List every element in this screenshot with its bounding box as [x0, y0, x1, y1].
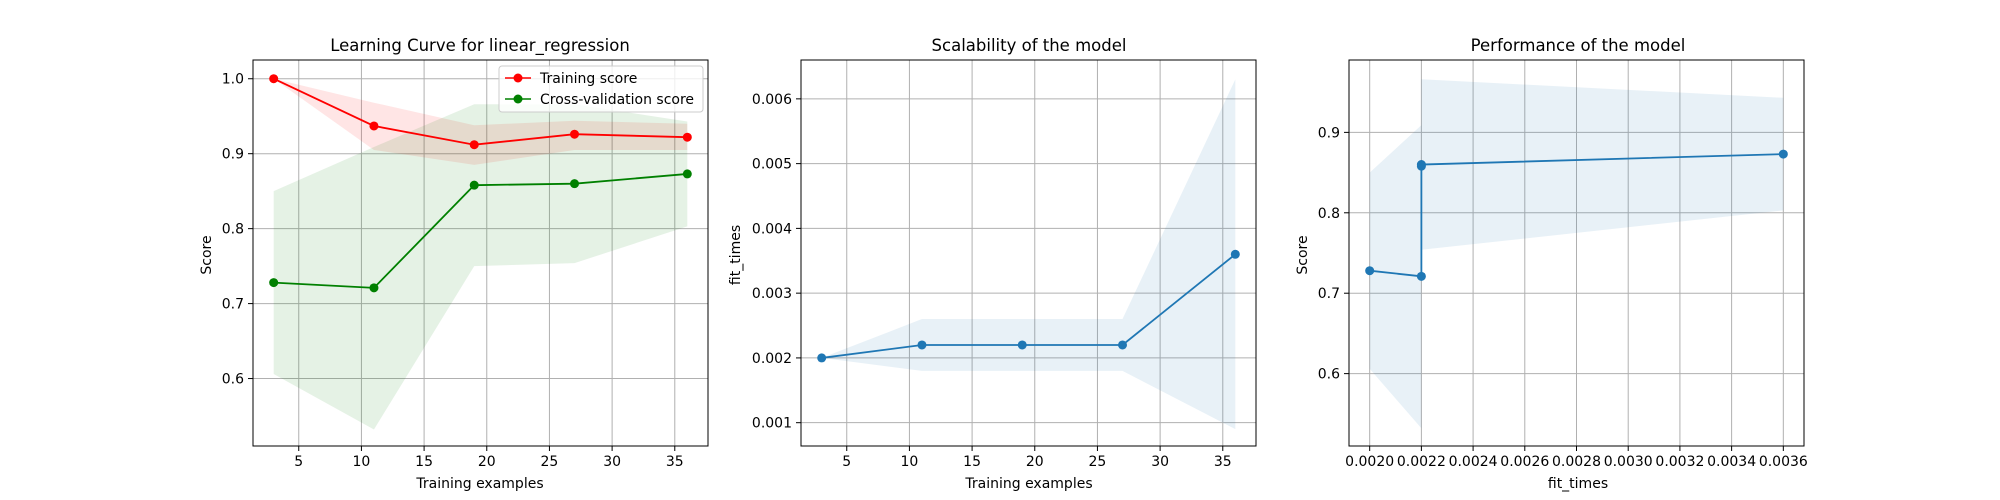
scalability-fit-point [1017, 340, 1027, 350]
performance-y-tick-label: 0.7 [1318, 286, 1340, 302]
learning-curve-x-tick-label: 25 [541, 454, 559, 470]
scalability-plot-area: 5 10 15 20 25 30 35 0.001 0.002 0.003 0.004 0.005 0.… [752, 59, 1257, 470]
performance-x-tick-label: 0.0030 [1604, 454, 1653, 470]
performance-fit-point [1416, 160, 1426, 170]
learning-curve-x-tick-label: 20 [478, 454, 496, 470]
learning-curve-legend: Training score Cross-validation score [498, 65, 704, 113]
scalability-title: Scalability of the model [932, 36, 1127, 55]
scalability-x-label: Training examples [964, 476, 1092, 492]
scalability-x-tick-label: 35 [1214, 454, 1232, 470]
learning-curve-cross-validation-point [469, 180, 479, 190]
learning-curve-cross-validation-point [570, 179, 580, 189]
learning-curve-y-tick-label: 0.9 [222, 147, 244, 163]
scalability-panel: Scalability of the model Training exampl… [728, 36, 1257, 492]
scalability-x-tick-label: 30 [1151, 454, 1169, 470]
learning-curve-training-point [269, 74, 279, 84]
performance-x-tick-label: 0.0028 [1552, 454, 1601, 470]
scalability-fit-point [917, 340, 927, 350]
scalability-fit-point [1118, 340, 1128, 350]
scalability-fit-band [821, 79, 1236, 430]
learning-curve-y-tick-label: 0.8 [222, 222, 244, 238]
performance-y-tick-label: 0.9 [1318, 125, 1340, 141]
scalability-fit-point [1230, 249, 1240, 259]
performance-fit-band [1369, 79, 1784, 429]
performance-x-tick-label: 0.0032 [1655, 454, 1704, 470]
legend-cv-label: Cross-validation score [540, 92, 694, 108]
learning-curve-panel: Learning Curve for linear_regression Tra… [199, 36, 709, 492]
performance-panel: Performance of the model fit_times Score… [1295, 36, 1808, 492]
learning-curve-training-point [570, 129, 580, 139]
learning-curve-x-tick-label: 10 [353, 454, 371, 470]
performance-plot-area: 0.0020 0.0022 0.0024 0.0026 0.0028 0.0030 0.00… [1318, 59, 1808, 470]
scalability-x-tick-label: 20 [1026, 454, 1044, 470]
learning-curve-y-tick-label: 1.0 [222, 72, 244, 88]
learning-curve-y-tick-label: 0.7 [222, 297, 244, 313]
legend-cv-marker [513, 94, 523, 104]
performance-fit-point [1416, 271, 1426, 281]
scalability-fit-point [817, 353, 827, 363]
scalability-y-tick-label: 0.001 [752, 416, 792, 432]
legend-training-label: Training score [539, 71, 637, 87]
learning-curve-x-tick-label: 35 [666, 454, 684, 470]
performance-fit-point [1365, 266, 1375, 276]
performance-x-tick-label: 0.0022 [1397, 454, 1446, 470]
performance-y-tick-label: 0.6 [1318, 367, 1340, 383]
scalability-y-tick-label: 0.003 [752, 286, 792, 302]
learning-curve-axes-frame [252, 59, 709, 447]
learning-curve-x-label: Training examples [415, 476, 543, 492]
performance-y-tick-label: 0.8 [1318, 206, 1340, 222]
learning-curve-training-band [273, 78, 688, 165]
scalability-y-tick-label: 0.002 [752, 351, 792, 367]
learning-curve-x-tick-label: 15 [415, 454, 433, 470]
scalability-y-label: fit_times [728, 225, 744, 285]
scalability-x-tick-label: 5 [842, 454, 851, 470]
performance-x-label: fit_times [1548, 476, 1608, 492]
performance-fit-point [1778, 149, 1788, 159]
scalability-y-tick-label: 0.006 [752, 92, 792, 108]
performance-x-tick-label: 0.0020 [1345, 454, 1394, 470]
legend-box [498, 65, 704, 113]
performance-x-tick-label: 0.0036 [1759, 454, 1808, 470]
scalability-x-tick-label: 10 [901, 454, 919, 470]
performance-y-label: Score [1295, 235, 1311, 274]
performance-x-tick-label: 0.0026 [1500, 454, 1549, 470]
learning-curve-plot-area: 5 10 15 20 25 30 35 0.6 0.7 0.8 0.9 1.0 [222, 59, 709, 470]
scalability-x-tick-label: 25 [1089, 454, 1107, 470]
learning-curve-training-point [369, 121, 379, 131]
learning-curve-training-point [469, 140, 479, 150]
performance-x-tick-label: 0.0024 [1449, 454, 1498, 470]
scalability-x-tick-label: 15 [963, 454, 981, 470]
learning-curve-title: Learning Curve for linear_regression [330, 36, 630, 56]
learning-curve-y-label: Score [199, 235, 215, 274]
performance-title: Performance of the model [1471, 36, 1686, 55]
learning-curve-x-tick-label: 30 [603, 454, 621, 470]
learning-curve-training-point [682, 132, 692, 142]
learning-curve-cross-validation-point [682, 169, 692, 179]
scalability-axes-frame [800, 59, 1257, 447]
learning-curve-cross-validation-band [273, 104, 688, 430]
legend-training-marker [513, 73, 523, 83]
learning-curve-cross-validation-point [269, 278, 279, 288]
learning-curve-x-tick-label: 5 [294, 454, 303, 470]
scalability-y-tick-label: 0.004 [752, 221, 792, 237]
learning-curve-cross-validation-point [369, 283, 379, 293]
performance-x-tick-label: 0.0034 [1707, 454, 1756, 470]
learning-curve-y-tick-label: 0.6 [222, 372, 244, 388]
scalability-y-tick-label: 0.005 [752, 157, 792, 173]
